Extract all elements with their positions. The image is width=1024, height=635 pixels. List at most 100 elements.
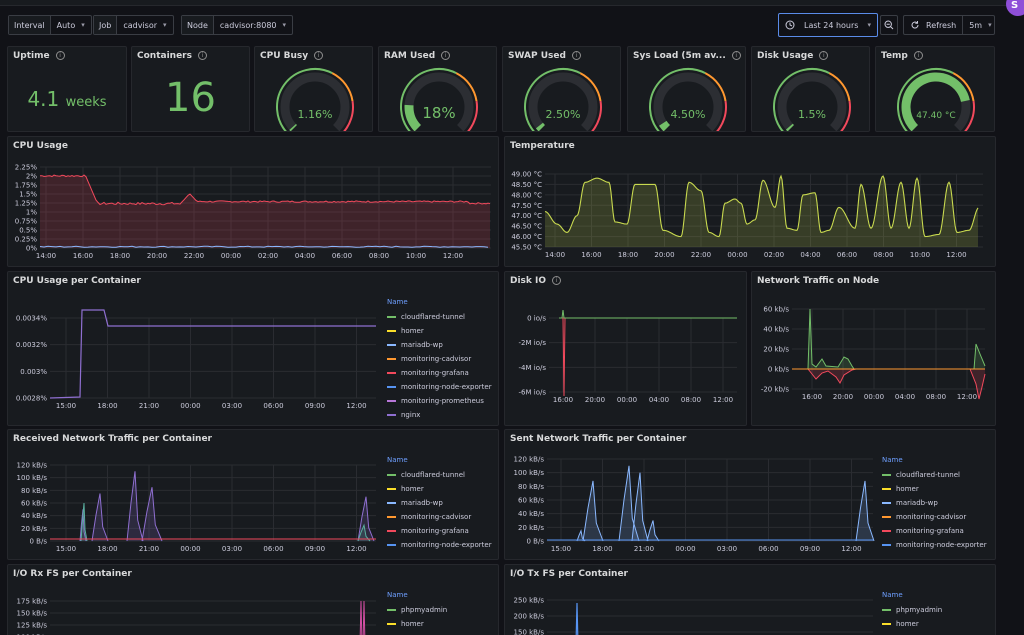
y-tick-label: 60 kb/s <box>763 306 789 314</box>
gauge-fill <box>289 123 297 131</box>
ram-used-panel[interactable]: RAM Used i 18% <box>378 46 497 132</box>
cpu-usage-panel[interactable]: CPU Usage 2.25% 2% 1.75% 1.5% 1.25% 1% 0.75% 0.… <box>7 136 499 267</box>
legend-item[interactable]: cloudflared-tunnel <box>387 310 492 324</box>
cloudflared-rx-0 <box>80 502 88 542</box>
temp-panel[interactable]: Temp i 47.40 °C <box>875 46 995 132</box>
time-range-picker[interactable]: Last 24 hours ▾ <box>778 13 878 37</box>
cpu-busy-panel[interactable]: CPU Busy i 1.16% <box>254 46 373 132</box>
legend-item[interactable]: homer <box>882 617 942 631</box>
y-tick-label: 1% <box>26 209 37 217</box>
nginx-rx-2 <box>126 471 144 542</box>
rx-per-container-panel[interactable]: Received Network Traffic per Container 1… <box>7 429 499 560</box>
refresh-label: Refresh <box>926 20 957 30</box>
legend-label: monitoring-grafana <box>401 369 469 377</box>
legend-header[interactable]: Name <box>387 298 408 306</box>
x-tick-label: 12:00 <box>946 251 966 259</box>
x-tick-label: 06:00 <box>837 251 857 259</box>
cloudflared-rx-1-area <box>358 525 370 541</box>
x-tick-label: 00:00 <box>675 545 695 553</box>
legend-item[interactable]: monitoring-grafana <box>387 524 492 538</box>
legend-item[interactable]: monitoring-node-exporter <box>882 538 987 552</box>
refresh-button[interactable]: Refresh <box>904 20 962 30</box>
legend-item[interactable]: homer <box>387 482 492 496</box>
legend-header[interactable]: Name <box>882 456 903 464</box>
legend-item[interactable]: phpmyadmin <box>387 603 447 617</box>
x-tick-label: 04:00 <box>895 393 915 401</box>
refresh-picker[interactable]: Refresh 5m ▾ <box>903 15 995 35</box>
interval-variable[interactable]: Interval Auto ▾ <box>8 15 92 35</box>
panel-title: SWAP Used <box>508 51 566 61</box>
panel-title: Sys Load (5m av... <box>633 51 726 61</box>
legend-item[interactable]: monitoring-node-exporter <box>387 538 492 552</box>
chevron-down-icon[interactable]: ▾ <box>163 21 167 29</box>
info-icon[interactable]: i <box>197 51 207 60</box>
x-tick-label: 04:00 <box>295 252 315 260</box>
info-icon[interactable]: i <box>571 51 581 60</box>
info-icon[interactable]: i <box>314 51 324 60</box>
x-tick-label: 12:00 <box>443 252 463 260</box>
chevron-down-icon: ▾ <box>867 21 871 29</box>
gauge-fill <box>785 123 794 131</box>
panel-title: Received Network Traffic per Container <box>13 434 212 444</box>
job-variable[interactable]: Job cadvisor ▾ <box>93 15 174 35</box>
y-tick-label: 0.0034% <box>16 315 47 323</box>
legend-item[interactable]: monitoring-cadvisor <box>882 510 987 524</box>
network-node-panel[interactable]: Network Traffic on Node 60 kb/s 40 kb/s 20… <box>751 271 996 426</box>
legend-item[interactable]: monitoring-prometheus <box>387 394 492 408</box>
avatar[interactable]: S <box>1006 0 1024 16</box>
chevron-down-icon[interactable]: ▾ <box>282 21 287 29</box>
interval-value[interactable]: Auto <box>56 20 76 30</box>
mariadb-tx-1-area <box>583 480 603 541</box>
legend-header[interactable]: Name <box>387 456 408 464</box>
io-tx-panel[interactable]: I/O Tx FS per Container 250 kB/s 200 kB/s… <box>504 564 996 635</box>
x-tick-label: 00:00 <box>727 251 747 259</box>
legend-header[interactable]: Name <box>387 591 408 599</box>
zoom-out-button[interactable] <box>880 15 898 35</box>
info-icon[interactable]: i <box>819 51 829 60</box>
panel-title: Temp <box>881 51 908 61</box>
sys-load-panel[interactable]: Sys Load (5m av... i 4.50% <box>627 46 746 132</box>
legend-item[interactable]: monitoring-cadvisor <box>387 510 492 524</box>
refresh-interval[interactable]: 5m ▾ <box>962 16 997 34</box>
io-rx-spike-2 <box>362 600 366 635</box>
node-variable[interactable]: Node cadvisor:8080 ▾ <box>181 15 294 35</box>
legend-item[interactable]: cloudflared-tunnel <box>387 468 492 482</box>
swap-used-panel[interactable]: SWAP Used i 2.50% <box>502 46 621 132</box>
y-tick-label: 200 kB/s <box>514 613 545 621</box>
info-icon[interactable]: i <box>55 51 65 60</box>
job-value[interactable]: cadvisor <box>123 20 158 30</box>
legend-item[interactable]: monitoring-grafana <box>882 524 987 538</box>
legend-item[interactable]: mariadb-wp <box>387 338 492 352</box>
info-icon[interactable]: i <box>441 51 451 60</box>
disk-io-panel[interactable]: Disk IO i 0 io/s -2M io/s -4M io/s -6M io/s 1… <box>504 271 747 426</box>
legend-item[interactable]: mariadb-wp <box>387 496 492 510</box>
info-icon[interactable]: i <box>913 51 923 60</box>
containers-panel[interactable]: Containers i 16 <box>131 46 250 132</box>
chevron-down-icon[interactable]: ▾ <box>81 21 85 29</box>
x-tick-label: 04:00 <box>800 251 820 259</box>
cpu-per-container-panel[interactable]: CPU Usage per Container 0.0034% 0.0032% 0.… <box>7 271 499 426</box>
legend-item[interactable]: mariadb-wp <box>882 496 987 510</box>
legend-item[interactable]: cloudflared-tunnel <box>882 468 987 482</box>
legend-item[interactable]: homer <box>387 617 447 631</box>
legend-item[interactable]: homer <box>387 324 492 338</box>
legend-item[interactable]: phpmyadmin <box>882 603 942 617</box>
threshold-band <box>773 68 830 131</box>
tx-per-container-panel[interactable]: Sent Network Traffic per Container 120 k… <box>504 429 996 560</box>
io-rx-panel[interactable]: I/O Rx FS per Container 175 kB/s 150 kB/s… <box>7 564 499 635</box>
legend-item[interactable]: homer <box>882 482 987 496</box>
job-label: Job <box>94 16 118 34</box>
info-icon[interactable]: i <box>731 51 741 60</box>
temperature-panel[interactable]: Temperature 49.00 °C 48.50 °C 48.00 °C 47.5… <box>504 136 996 267</box>
mariadb-tx-0-area <box>577 530 585 541</box>
legend-item[interactable]: nginx <box>387 408 492 422</box>
legend-item[interactable]: monitoring-cadvisor <box>387 352 492 366</box>
legend-header[interactable]: Name <box>882 591 903 599</box>
legend-item[interactable]: monitoring-node-exporter <box>387 380 492 394</box>
uptime-panel[interactable]: Uptime i 4.1 weeks <box>7 46 127 132</box>
uptime-value: 4.1 weeks <box>8 87 126 111</box>
node-value[interactable]: cadvisor:8080 <box>219 20 277 30</box>
info-icon[interactable]: i <box>552 276 562 285</box>
legend-item[interactable]: monitoring-grafana <box>387 366 492 380</box>
disk-usage-panel[interactable]: Disk Usage i 1.5% <box>751 46 870 132</box>
